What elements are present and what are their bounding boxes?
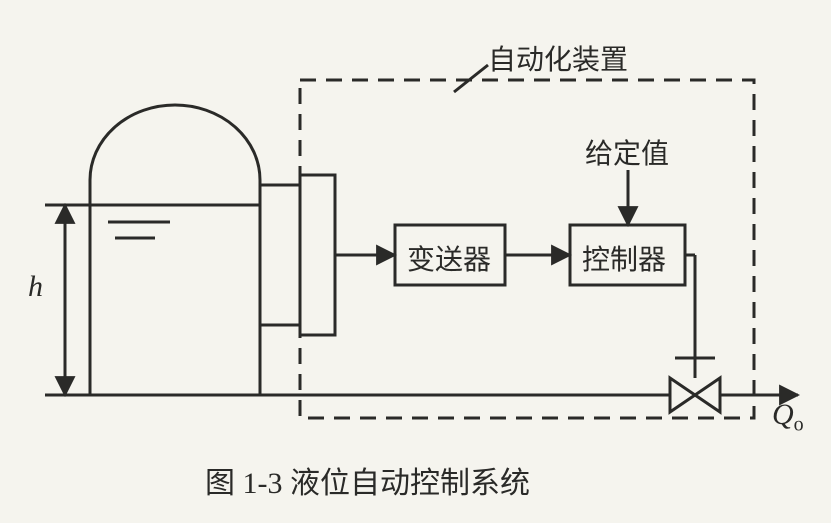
setpoint-label: 给定值 [585, 132, 669, 172]
transmitter-label: 变送器 [407, 238, 491, 278]
tank-dome [90, 105, 260, 180]
output-var-label: Qo [772, 398, 804, 437]
figure-caption: 图 1-3 液位自动控制系统 [205, 458, 530, 502]
automation-label: 自动化装置 [488, 38, 628, 78]
height-var-label: h [28, 270, 43, 304]
controller-label: 控制器 [582, 238, 666, 278]
valve-icon [670, 358, 720, 412]
tank-body [90, 180, 260, 395]
sensor-box [300, 175, 335, 335]
